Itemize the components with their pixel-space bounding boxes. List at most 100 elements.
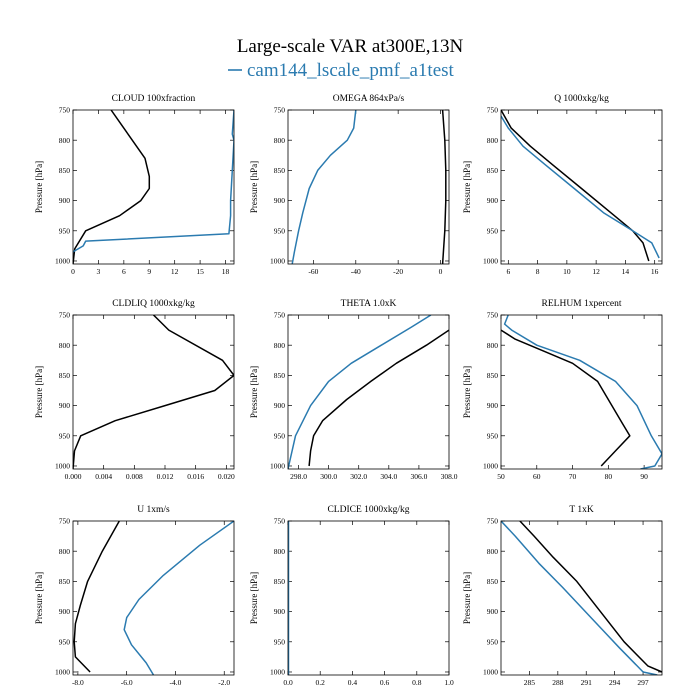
y-tick-label: 1000 bbox=[483, 257, 498, 266]
x-tick-label: 9 bbox=[147, 267, 151, 276]
plot-frame bbox=[287, 314, 450, 470]
panel-5: RELHUM 1xpercent Pressure [hPa] 50 60 70 80 90… bbox=[462, 299, 663, 481]
y-tick-label: 950 bbox=[59, 637, 71, 646]
y-tick-label: 900 bbox=[59, 196, 71, 205]
panel-title: Q 1000xkg/kg bbox=[554, 94, 609, 104]
plot-frame bbox=[500, 520, 663, 676]
panel-3: CLDLIQ 1000xkg/kg Pressure [hPa] 0.000 0.00… bbox=[34, 299, 235, 481]
y-tick-label: 850 bbox=[274, 577, 286, 586]
reference-series-line bbox=[73, 110, 151, 264]
y-tick-label: 1000 bbox=[483, 462, 498, 471]
y-tick-label: 750 bbox=[59, 517, 71, 526]
x-tick-label: -40 bbox=[351, 267, 361, 276]
x-tick-label: 288 bbox=[552, 678, 564, 687]
x-tick-label: 0.2 bbox=[316, 678, 326, 687]
panel-4: THETA 1.0xK Pressure [hPa] 298.0 300.0 302.0… bbox=[249, 299, 458, 481]
y-tick-label: 800 bbox=[59, 547, 71, 556]
y-tick-label: 800 bbox=[487, 136, 499, 145]
x-tick-label: 50 bbox=[497, 472, 505, 481]
model-series-line bbox=[501, 521, 658, 675]
reference-series-line bbox=[73, 315, 234, 469]
y-tick-label: 800 bbox=[274, 547, 286, 556]
y-tick-label: 1000 bbox=[483, 668, 498, 677]
x-tick-label: 297 bbox=[637, 678, 649, 687]
plot-frame bbox=[72, 109, 235, 265]
x-tick-label: 0.6 bbox=[380, 678, 390, 687]
reference-series-line bbox=[441, 110, 447, 264]
y-tick-label: 850 bbox=[59, 166, 71, 175]
y-tick-label: 950 bbox=[274, 226, 286, 235]
plot-frame bbox=[72, 520, 235, 676]
x-tick-label: 0.004 bbox=[95, 472, 112, 481]
y-axis-label: Pressure [hPa] bbox=[34, 572, 44, 624]
y-tick-label: 850 bbox=[59, 577, 71, 586]
y-axis-label: Pressure [hPa] bbox=[462, 366, 472, 418]
y-tick-label: 800 bbox=[59, 341, 71, 350]
panel-6: U 1xm/s Pressure [hPa] -8.0 -6.0 -4.0 -2.0 750… bbox=[34, 505, 235, 687]
y-axis-label: Pressure [hPa] bbox=[34, 161, 44, 213]
y-tick-label: 950 bbox=[487, 637, 499, 646]
model-series-line bbox=[503, 315, 662, 469]
y-tick-label: 850 bbox=[487, 371, 499, 380]
y-tick-label: 800 bbox=[487, 341, 499, 350]
y-axis-label: Pressure [hPa] bbox=[249, 572, 259, 624]
y-tick-label: 750 bbox=[487, 517, 499, 526]
y-tick-label: 900 bbox=[59, 401, 71, 410]
x-tick-label: 70 bbox=[569, 472, 577, 481]
model-series-line bbox=[501, 115, 660, 259]
y-tick-label: 900 bbox=[274, 607, 286, 616]
panel-title: THETA 1.0xK bbox=[341, 299, 397, 309]
y-tick-label: 950 bbox=[487, 431, 499, 440]
panel-0: CLOUD 100xfraction Pressure [hPa] 0 3 6 9 12 15… bbox=[34, 93, 235, 276]
y-tick-label: 750 bbox=[487, 311, 499, 320]
x-tick-label: 6 bbox=[506, 267, 510, 276]
y-tick-label: 1000 bbox=[270, 257, 285, 266]
x-tick-label: 8 bbox=[536, 267, 540, 276]
model-series-line bbox=[123, 521, 234, 675]
plot-frame bbox=[287, 520, 450, 676]
y-tick-label: 900 bbox=[487, 196, 499, 205]
y-tick-label: 900 bbox=[274, 196, 286, 205]
y-axis-label: Pressure [hPa] bbox=[462, 161, 472, 213]
x-tick-label: 80 bbox=[605, 472, 613, 481]
plot-frame bbox=[500, 314, 663, 470]
panel-title: U 1xm/s bbox=[137, 505, 170, 515]
y-tick-label: 800 bbox=[59, 136, 71, 145]
y-tick-label: 950 bbox=[487, 226, 499, 235]
x-tick-label: 0.012 bbox=[157, 472, 174, 481]
x-tick-label: 15 bbox=[196, 267, 204, 276]
panel-title: CLOUD 100xfraction bbox=[112, 93, 196, 104]
y-tick-label: 850 bbox=[274, 371, 286, 380]
panel-8: T 1xK Pressure [hPa] 285 288 291 294 297 750 800… bbox=[462, 505, 663, 687]
y-tick-label: 750 bbox=[274, 106, 286, 115]
x-tick-label: 291 bbox=[581, 678, 593, 687]
y-tick-label: 850 bbox=[59, 371, 71, 380]
x-tick-label: 302.0 bbox=[350, 472, 367, 481]
reference-series-line bbox=[519, 521, 662, 673]
x-tick-label: 6 bbox=[122, 267, 126, 276]
x-tick-label: 0.000 bbox=[65, 472, 82, 481]
x-tick-label: 0 bbox=[439, 267, 443, 276]
panel-1: OMEGA 864xPa/s Pressure [hPa] -60 -40 -20 0 75… bbox=[249, 94, 450, 276]
panel-7: CLDICE 1000xkg/kg Pressure [hPa] 0.0 0.2 0.4… bbox=[249, 505, 454, 687]
y-tick-label: 950 bbox=[274, 637, 286, 646]
panel-2: Q 1000xkg/kg Pressure [hPa] 6 8 10 12 14 16 750 8… bbox=[462, 94, 663, 276]
x-tick-label: 18 bbox=[222, 267, 230, 276]
y-tick-label: 750 bbox=[487, 106, 499, 115]
y-tick-label: 950 bbox=[274, 431, 286, 440]
x-tick-label: 10 bbox=[563, 267, 571, 276]
x-tick-label: 0.008 bbox=[126, 472, 143, 481]
panel-title: OMEGA 864xPa/s bbox=[333, 94, 405, 104]
y-tick-label: 800 bbox=[274, 136, 286, 145]
plot-frame bbox=[287, 109, 450, 265]
panel-title: CLDICE 1000xkg/kg bbox=[327, 505, 409, 515]
model-series-line bbox=[73, 110, 234, 253]
y-tick-label: 850 bbox=[274, 166, 286, 175]
x-tick-label: 294 bbox=[609, 678, 621, 687]
x-tick-label: 306.0 bbox=[410, 472, 427, 481]
legend-label: cam144_lscale_pmf_a1test bbox=[247, 60, 455, 81]
y-tick-label: 850 bbox=[487, 577, 499, 586]
x-tick-label: 90 bbox=[640, 472, 648, 481]
y-tick-label: 1000 bbox=[55, 462, 70, 471]
